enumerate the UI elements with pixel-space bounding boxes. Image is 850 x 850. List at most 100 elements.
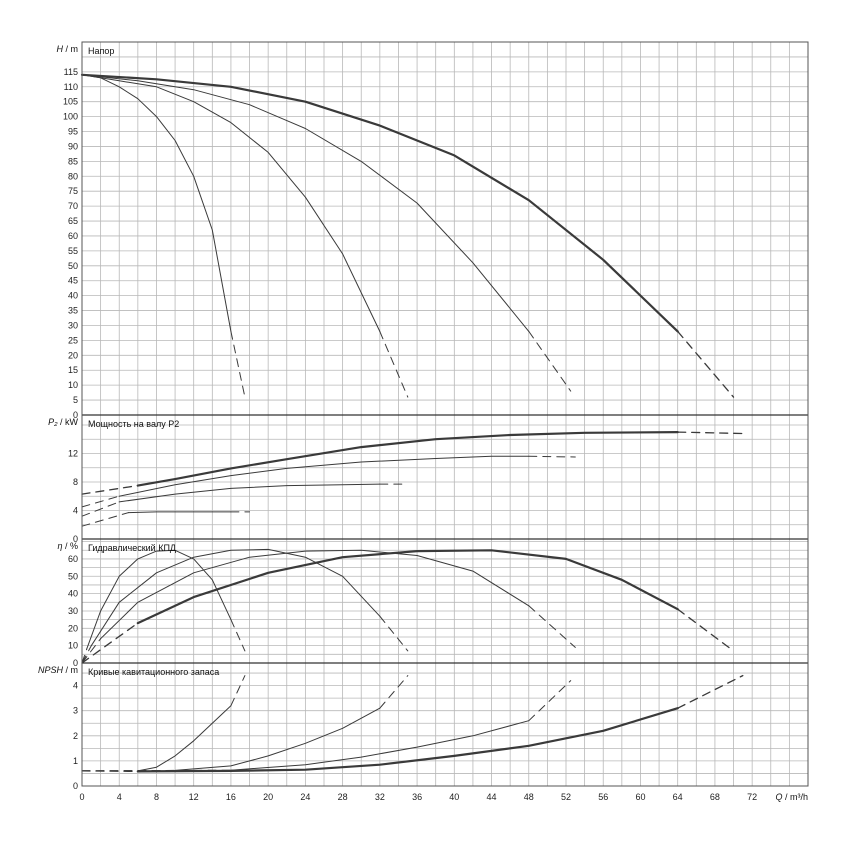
x-tick-label: 52 <box>561 792 571 802</box>
power-y-tick-label: 12 <box>68 448 78 458</box>
head-y-tick-label: 105 <box>63 97 78 107</box>
head-y-tick-label: 10 <box>68 380 78 390</box>
x-tick-label: 20 <box>263 792 273 802</box>
power-curve-2 <box>118 483 381 503</box>
x-tick-label: 36 <box>412 792 422 802</box>
power-curve-3-dashed <box>528 455 576 458</box>
head-y-tick-label: 0 <box>73 410 78 420</box>
npsh-curve-3 <box>230 720 530 771</box>
head-y-tick-label: 60 <box>68 231 78 241</box>
head-y-tick-label: 30 <box>68 320 78 330</box>
power-y-tick-label: 8 <box>73 477 78 487</box>
head-y-tick-label: 45 <box>68 276 78 286</box>
head-panel-title: Напор <box>88 46 114 56</box>
head-y-tick-label: 70 <box>68 201 78 211</box>
head-y-tick-label: 65 <box>68 216 78 226</box>
x-tick-label: 24 <box>300 792 310 802</box>
head-y-tick-label: 90 <box>68 141 78 151</box>
npsh-curve-4-dashed <box>81 770 139 773</box>
power-curve-3-dashed <box>81 495 120 508</box>
npsh-curve-4-dashed <box>677 674 744 709</box>
head-y-tick-label: 50 <box>68 261 78 271</box>
npsh-curve-3-dashed <box>528 680 572 722</box>
head-y-tick-label: 80 <box>68 171 78 181</box>
x-tick-label: 28 <box>338 792 348 802</box>
head-curve-2-dashed <box>379 330 409 398</box>
npsh-curve-4 <box>136 707 679 773</box>
npsh-curve-1 <box>137 705 232 772</box>
frame-layer <box>81 41 809 787</box>
head-curve-3 <box>81 74 530 332</box>
x-tick-label: 4 <box>117 792 122 802</box>
power-curve-2-dashed <box>81 501 120 517</box>
power-curve-4-dashed <box>677 431 744 435</box>
chart-frame <box>81 41 809 787</box>
x-tick-label: 64 <box>673 792 683 802</box>
efficiency-y-tick-label: 10 <box>68 641 78 651</box>
head-curve-2 <box>81 74 381 332</box>
head-y-tick-label: 95 <box>68 127 78 137</box>
text-layer: 0510152025303540455055606570758085909510… <box>38 44 808 802</box>
power-curve-4-dashed <box>81 484 139 495</box>
head-y-tick-label: 40 <box>68 291 78 301</box>
npsh-y-tick-label: 3 <box>73 706 78 716</box>
grid-layer <box>82 42 808 786</box>
npsh-y-tick-label: 0 <box>73 781 78 791</box>
x-tick-label: 0 <box>79 792 84 802</box>
x-tick-label: 8 <box>154 792 159 802</box>
head-curve-1 <box>81 74 232 332</box>
npsh-y-tick-label: 2 <box>73 731 78 741</box>
x-tick-label: 40 <box>449 792 459 802</box>
head-y-tick-label: 110 <box>64 82 78 92</box>
efficiency-curve-1-dashed <box>230 619 246 652</box>
x-tick-label: 32 <box>375 792 385 802</box>
efficiency-y-tick-label: 20 <box>68 623 78 633</box>
head-y-tick-label: 15 <box>68 365 78 375</box>
head-y-tick-label: 55 <box>68 246 78 256</box>
npsh-y-tick-label: 1 <box>73 756 78 766</box>
efficiency-y-tick-label: 50 <box>68 571 78 581</box>
head-y-tick-label: 100 <box>63 112 78 122</box>
head-y-tick-label: 25 <box>68 335 78 345</box>
efficiency-curve-3-dashed <box>81 638 102 664</box>
head-y-tick-label: 85 <box>68 156 78 166</box>
power-y-axis-label: P₂ / kW <box>48 417 78 427</box>
power-curve-1-dashed <box>81 512 129 527</box>
efficiency-y-tick-label: 30 <box>68 606 78 616</box>
head-y-tick-label: 115 <box>64 67 78 77</box>
efficiency-y-tick-label: 0 <box>73 658 78 668</box>
npsh-curve-2 <box>174 707 381 771</box>
efficiency-panel-title: Гидравлический КПД <box>88 543 176 553</box>
head-curve-1-dashed <box>230 330 246 398</box>
head-y-tick-label: 20 <box>68 350 78 360</box>
x-tick-label: 60 <box>635 792 645 802</box>
efficiency-y-tick-label: 60 <box>68 554 78 564</box>
curve-layer <box>80 73 744 773</box>
npsh-y-axis-label: NPSH / m <box>38 665 78 675</box>
efficiency-curve-3-dashed <box>528 605 576 648</box>
x-tick-label: 44 <box>487 792 497 802</box>
efficiency-curve-4-dashed <box>677 608 735 652</box>
npsh-y-tick-label: 4 <box>73 681 78 691</box>
power-y-tick-label: 4 <box>73 505 78 515</box>
efficiency-curve-3 <box>100 549 530 640</box>
efficiency-y-axis-label: η / % <box>57 541 78 551</box>
efficiency-y-tick-label: 40 <box>68 589 78 599</box>
efficiency-curve-2-dashed <box>379 615 409 652</box>
power-panel-title: Мощность на валу P2 <box>88 419 179 429</box>
efficiency-curve-2-dashed <box>81 645 92 664</box>
power-curve-3 <box>118 455 530 497</box>
power-curve-4 <box>136 431 679 487</box>
x-tick-label: 68 <box>710 792 720 802</box>
head-curve-3-dashed <box>528 330 572 392</box>
x-tick-label: 16 <box>226 792 236 802</box>
power-y-tick-label: 0 <box>73 534 78 544</box>
head-curve-4 <box>80 73 679 333</box>
x-tick-label: 48 <box>524 792 534 802</box>
head-curve-4-dashed <box>677 330 735 398</box>
power-curve-1 <box>128 511 232 514</box>
x-axis-label: Q / m³/h <box>775 792 808 802</box>
npsh-curve-2-dashed <box>379 675 409 709</box>
x-tick-label: 12 <box>189 792 199 802</box>
